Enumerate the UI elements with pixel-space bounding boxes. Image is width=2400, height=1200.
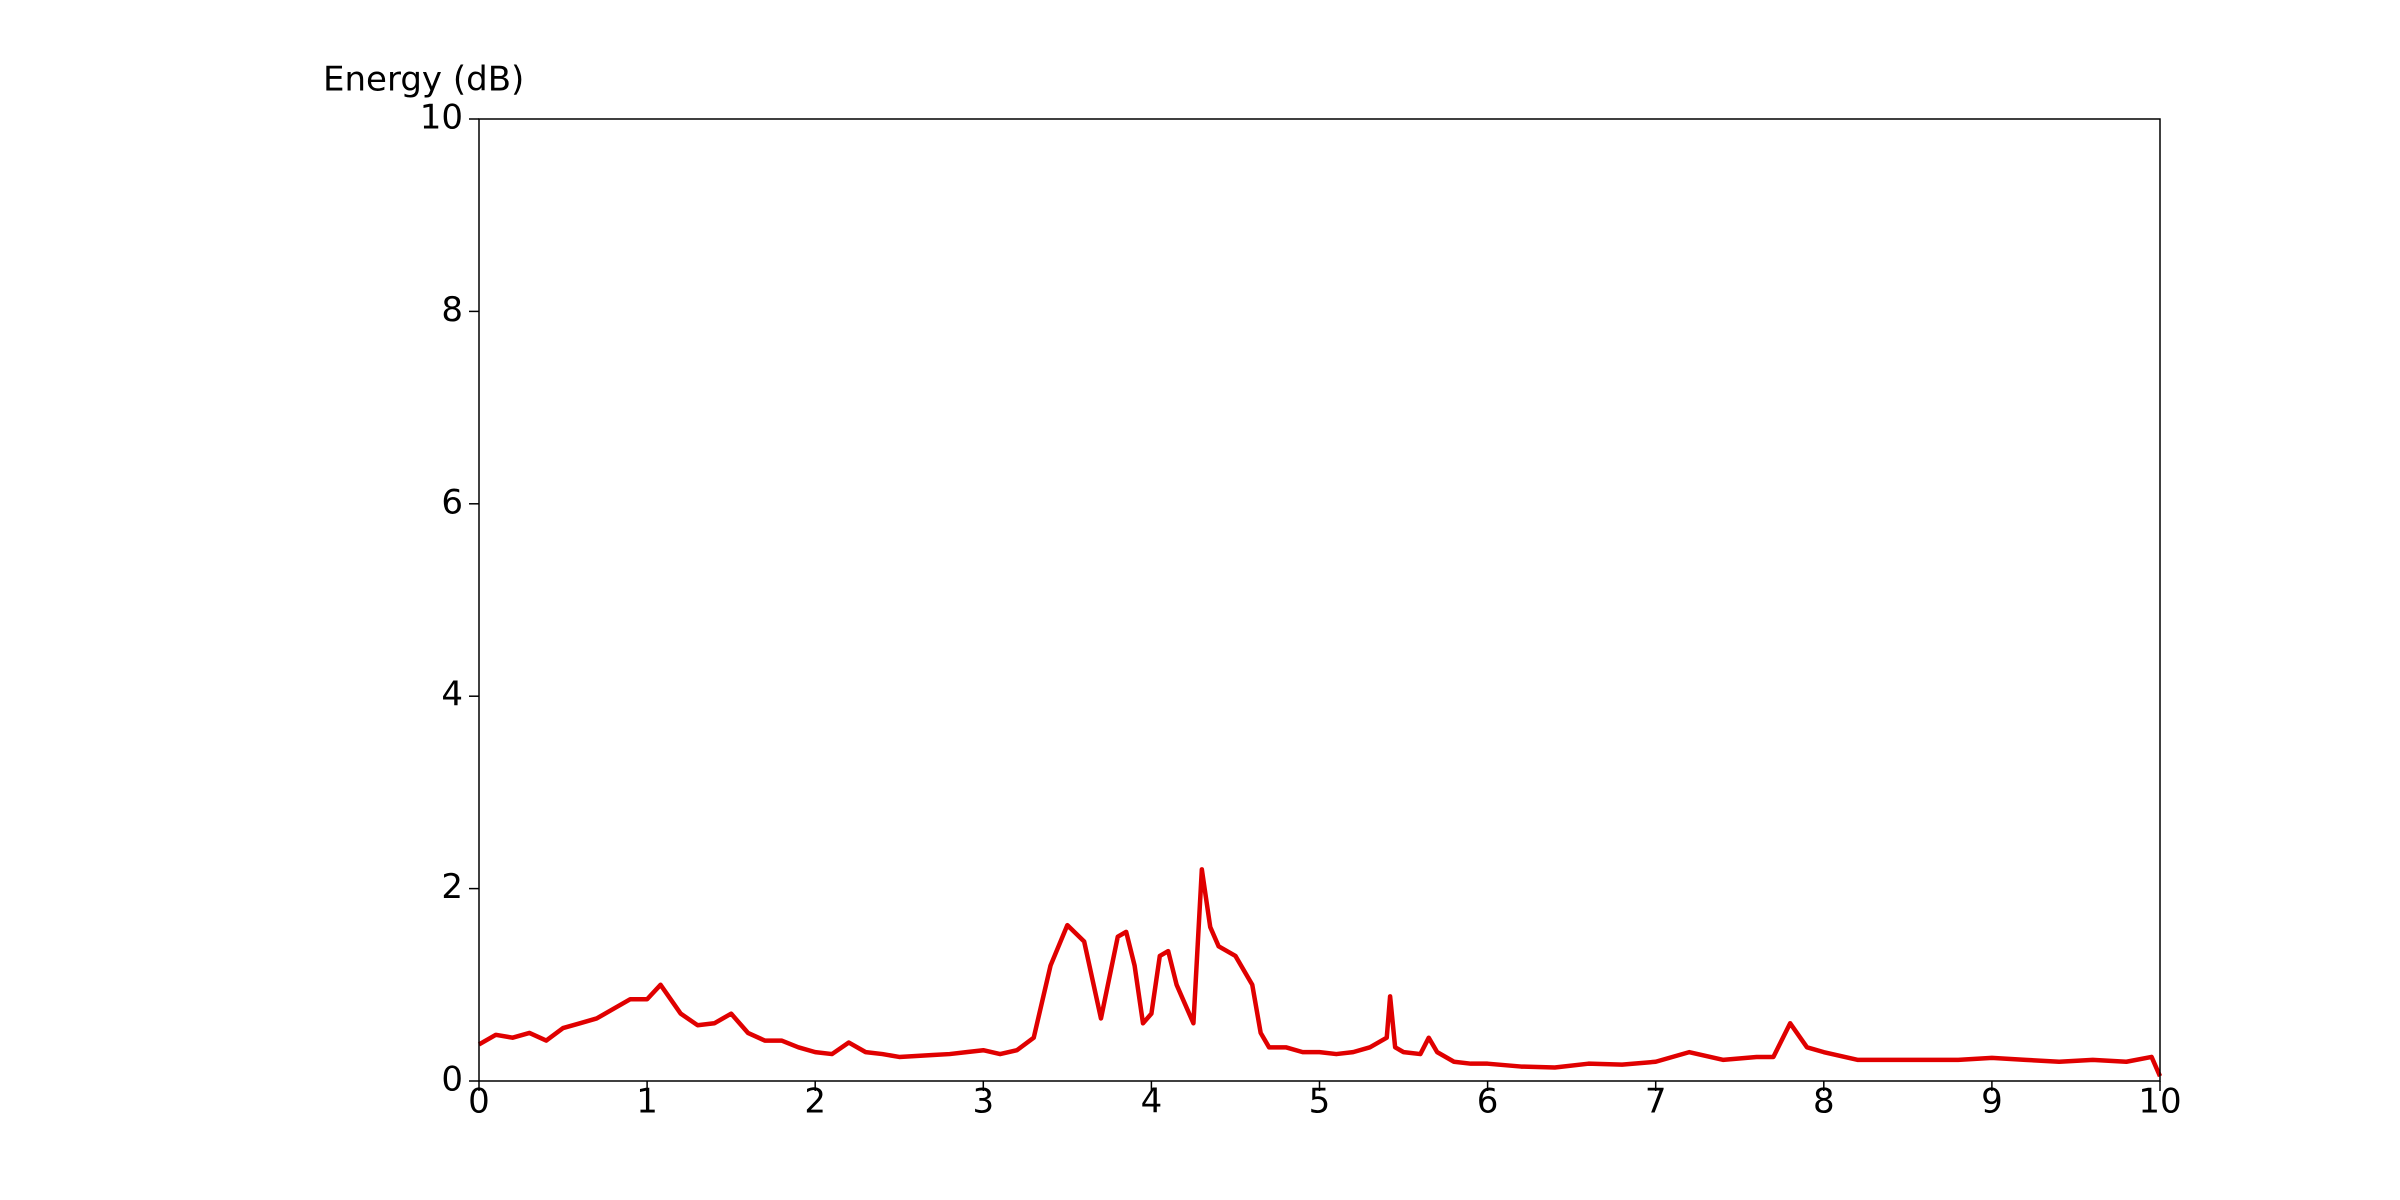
y-tick-label: 2 [441, 867, 463, 907]
x-tick-label: 8 [1813, 1082, 1835, 1122]
x-tick-label: 0 [468, 1082, 490, 1122]
y-tick-label: 8 [441, 290, 463, 330]
x-tick-label: 3 [972, 1082, 994, 1122]
x-tick-label: 6 [1477, 1082, 1499, 1122]
y-tick-label: 4 [441, 675, 463, 715]
y-tick-label: 0 [441, 1060, 463, 1100]
x-tick-label: 7 [1645, 1082, 1667, 1122]
y-tick-label: 10 [420, 98, 463, 138]
x-tick-label: 2 [804, 1082, 826, 1122]
x-tick-label: 4 [1141, 1082, 1163, 1122]
y-axis-label: Energy (dB) [323, 60, 524, 100]
data-line [477, 867, 2163, 1078]
x-tick-label: 10 [2138, 1082, 2181, 1122]
x-tick-label: 5 [1309, 1082, 1331, 1122]
x-tick-label: 1 [636, 1082, 658, 1122]
y-tick-label: 6 [441, 482, 463, 522]
x-tick-label: 9 [1981, 1082, 2003, 1122]
plot-frame [478, 118, 2161, 1082]
